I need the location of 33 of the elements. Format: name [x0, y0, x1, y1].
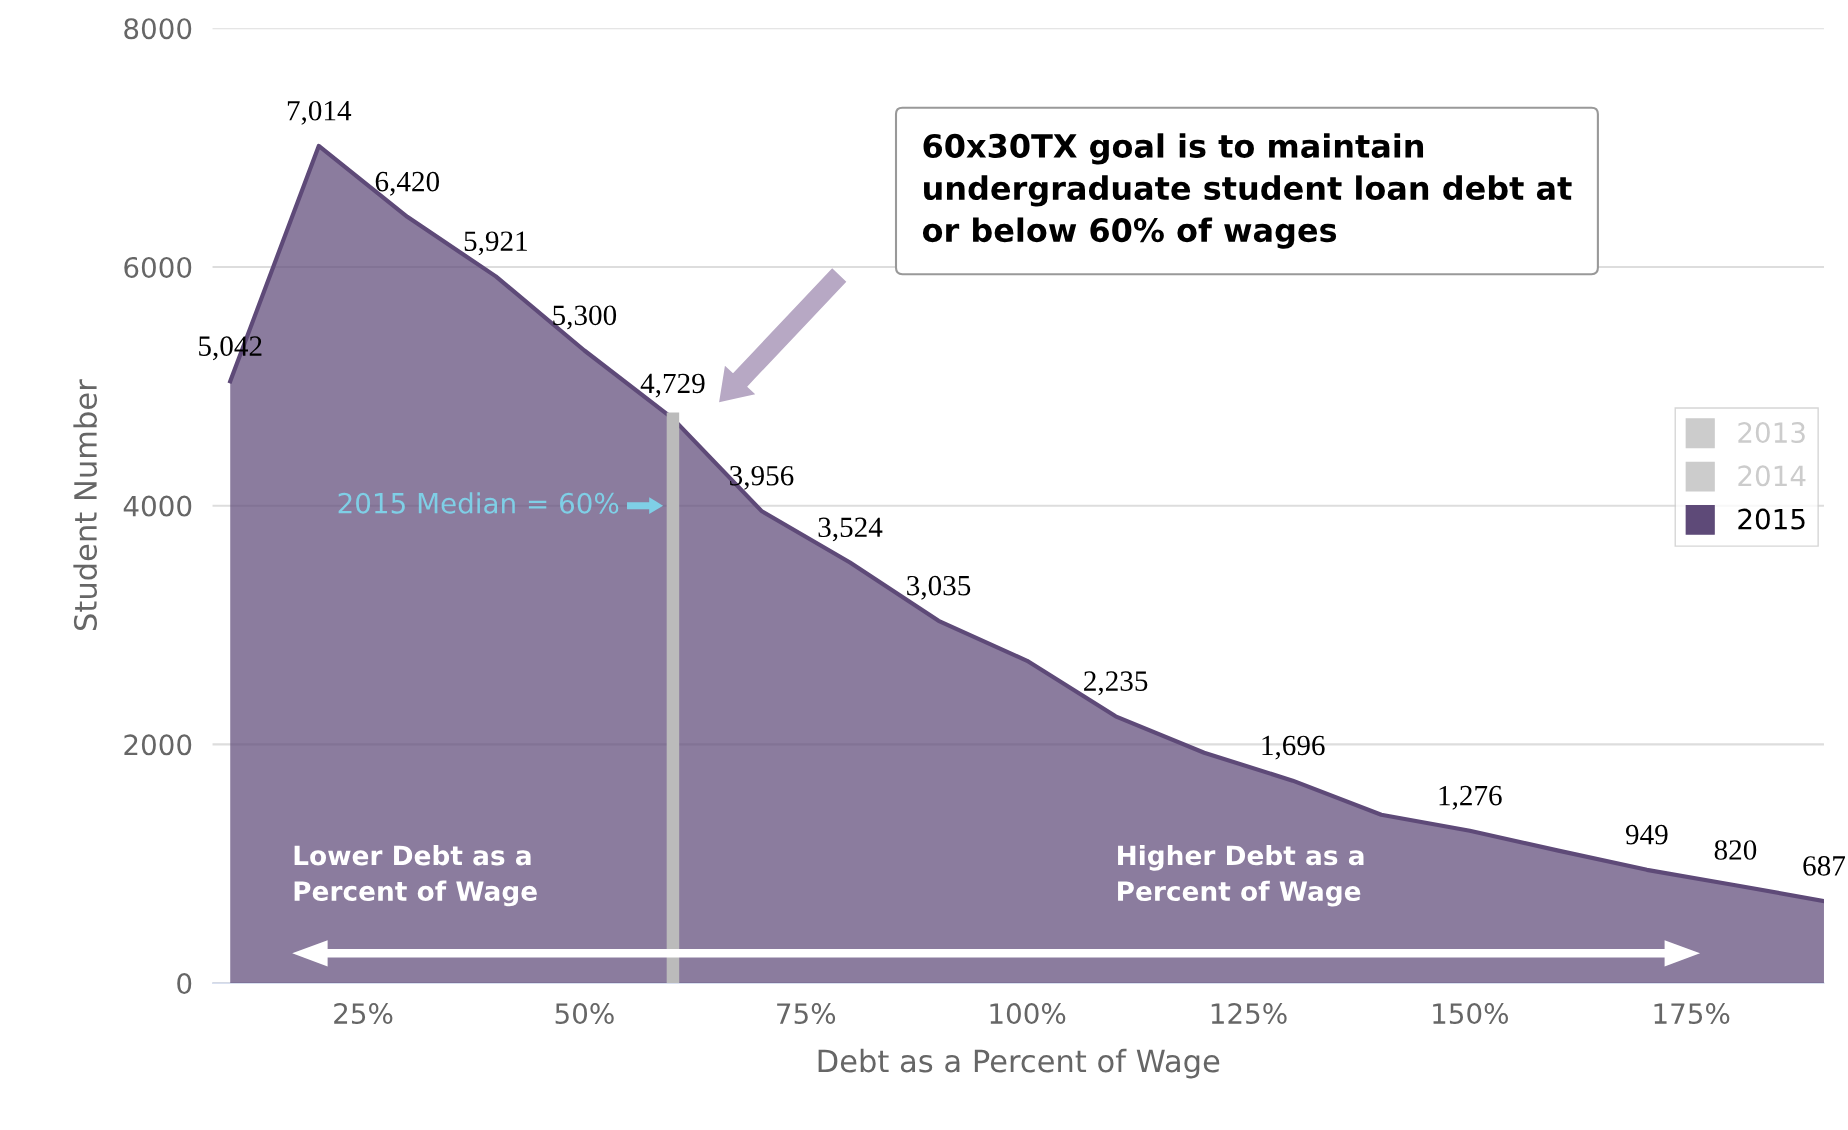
x-tick-label: 50%: [555, 1003, 614, 1025]
data-label: 3,035: [907, 575, 971, 600]
annotation: Higher Debt as a Percent of Wage: [1118, 844, 1364, 907]
y-tick-label: 8000: [124, 18, 192, 40]
data-label: 1,696: [1262, 735, 1325, 760]
x-tick-label: 175%: [1654, 1003, 1730, 1025]
y-axis-title: Student Number: [73, 379, 98, 631]
data-label: 2,235: [1084, 671, 1148, 696]
x-tick-label: 150%: [1433, 1003, 1508, 1025]
data-label: 6,420: [375, 171, 440, 196]
data-label: 1,276: [1439, 785, 1502, 810]
data-label: 687: [1803, 856, 1846, 876]
ref-line-label: 2015 Median = 60%: [338, 492, 619, 514]
data-label: 4,729: [640, 373, 705, 398]
data-label: 5,300: [553, 305, 617, 330]
y-tick-label: 4000: [123, 495, 192, 517]
y-tick-label: 0: [177, 973, 192, 995]
y-tick-label: 2000: [124, 734, 192, 756]
data-label: 820: [1714, 840, 1757, 860]
y-tick-label: 6000: [124, 256, 192, 278]
data-label: 3,524: [818, 517, 883, 542]
data-label: 5,921: [464, 231, 527, 256]
x-tick-label: 75%: [777, 1003, 836, 1025]
data-label: 3,956: [730, 465, 794, 490]
x-tick-label: 100%: [990, 1003, 1066, 1025]
annotation: 60x30TX goal is to maintain undergraduate student loan debt at or below 60% of wages: [922, 133, 1572, 249]
data-label: 949: [1625, 824, 1668, 845]
annotation: Lower Debt as a Percent of Wage: [294, 845, 537, 907]
x-axis-title: Debt as a Percent of Wage: [818, 1048, 1220, 1079]
x-tick-label: 125%: [1211, 1003, 1287, 1025]
legend-label: 2015: [1738, 508, 1805, 530]
x-tick-label: 25%: [334, 1003, 393, 1025]
data-label: 7,014: [287, 100, 352, 125]
